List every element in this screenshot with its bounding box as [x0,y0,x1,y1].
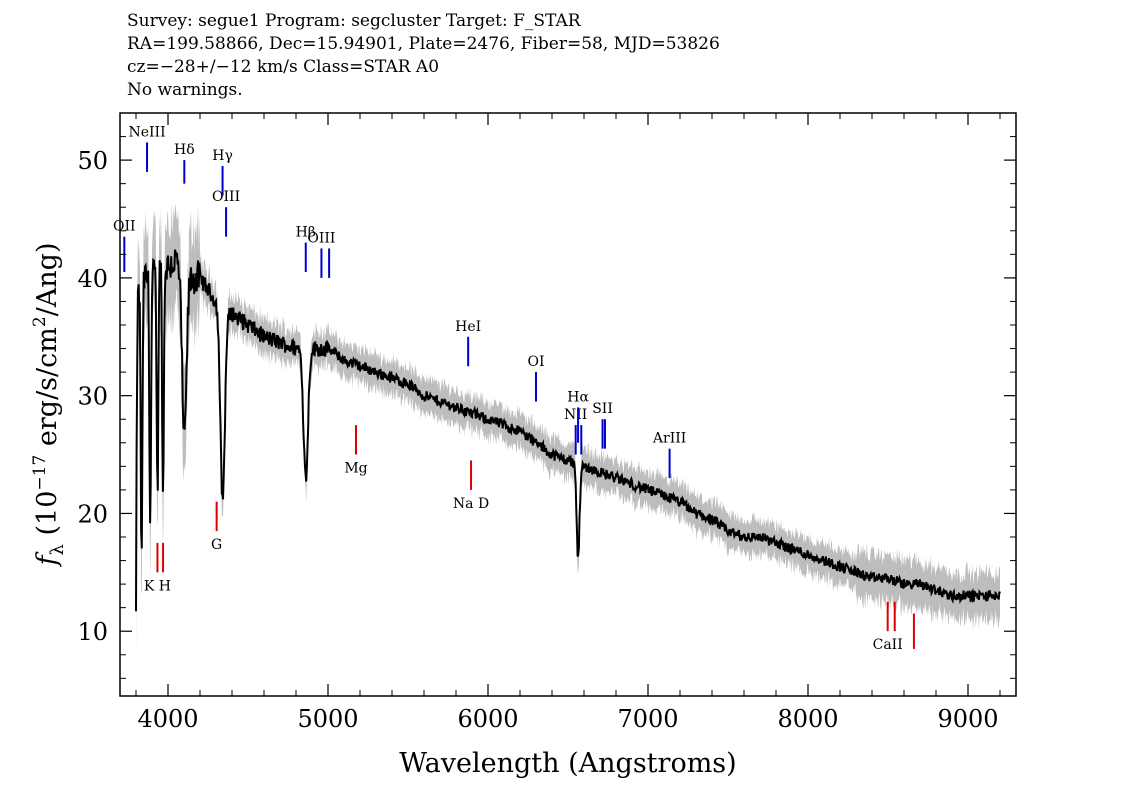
y-tick-label: 30 [77,383,108,411]
emission-line-label: Hδ [174,142,195,158]
emission-line-label: NII [564,407,587,423]
header-redshift-line: cz=−28+/−12 km/s Class=STAR A0 [127,57,440,77]
plot-frame [119,112,1017,697]
header-coordinates-line: RA=199.58866, Dec=15.94901, Plate=2476, … [127,34,720,54]
absorption-line-label: K H [144,578,171,594]
x-tick-label: 9000 [937,705,998,733]
y-tick-label: 10 [77,618,108,646]
noise-band-group [136,202,1000,664]
header-warnings-line: No warnings. [127,80,243,100]
x-tick-label: 6000 [457,705,518,733]
y-tick-label: 50 [77,147,108,175]
x-tick-label: 8000 [777,705,838,733]
y-axis-label: fλ (10−17 erg/s/cm2/Ang) [30,243,68,568]
absorption-line-label: Mg [344,461,367,477]
noise-band [136,202,1000,664]
y-tick-label: 20 [77,500,108,528]
emission-line-label: OIII [307,230,335,246]
spectrum-line [135,249,1001,612]
y-tick-label: 40 [77,265,108,293]
absorption-line-label: CaII [873,637,903,653]
axes-group: 4000 5000 6000 7000 8000 9000 10 20 30 40 50 [77,112,1016,733]
emission-line-label: OII [113,219,136,235]
emission-line-label: Hβ [296,225,316,241]
emission-line-label: ArIII [652,431,686,447]
x-axis-label: Wavelength (Angstroms) [399,748,736,779]
emission-line-label: HeI [455,319,481,335]
emission-line-label: NeIII [128,124,165,140]
emission-line-label: Hγ [212,148,233,164]
emission-line-label: SII [592,401,613,417]
header-survey-line: Survey: segue1 Program: segcluster Targe… [127,11,581,31]
x-tick-label: 4000 [137,705,198,733]
emission-line-label: Hα [567,389,589,405]
absorption-line-label: Na D [453,496,489,512]
emission-line-label: OIII [212,189,240,205]
x-tick-label: 5000 [297,705,358,733]
x-tick-label: 7000 [617,705,678,733]
spectrum-header: Survey: segue1 Program: segcluster Targe… [127,10,1027,102]
emission-line-label: OI [527,354,544,370]
spectrum-line-group [135,249,1001,612]
absorption-line-label: G [211,537,222,553]
